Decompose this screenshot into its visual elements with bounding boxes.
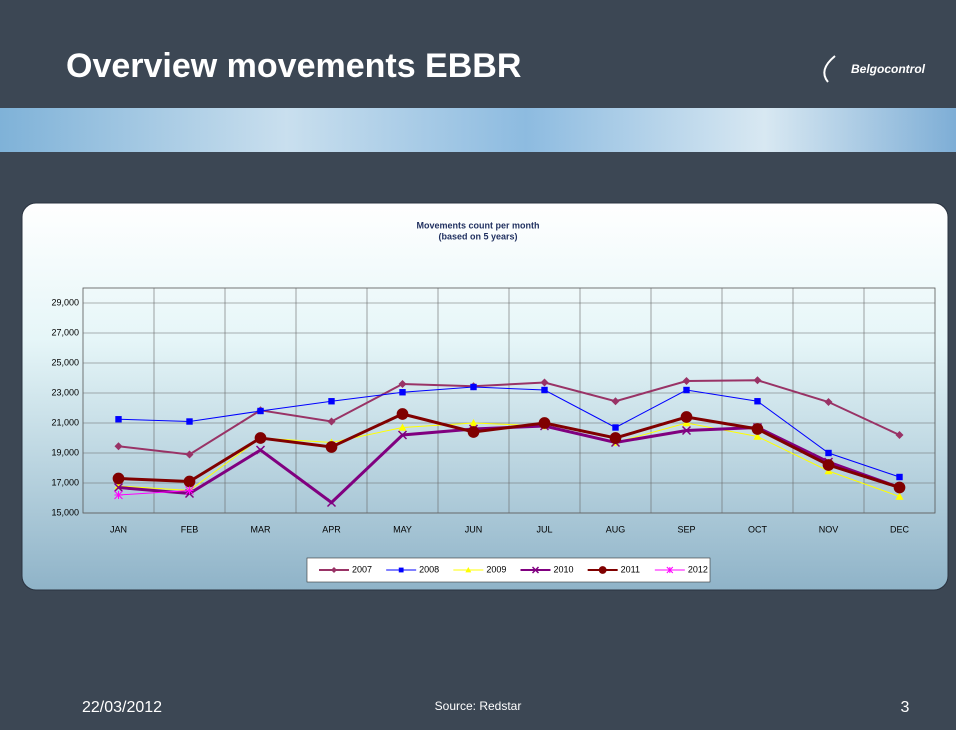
marker <box>599 566 607 574</box>
x-tick-label: JAN <box>110 524 127 534</box>
point <box>255 432 267 444</box>
y-tick-label: 29,000 <box>51 297 79 307</box>
chart-title: Movements count per month <box>416 220 539 230</box>
y-tick-label: 19,000 <box>51 447 79 457</box>
x-tick-label: APR <box>322 524 341 534</box>
x-tick-label: FEB <box>181 524 199 534</box>
legend-label: 2008 <box>419 564 439 574</box>
x-tick-label: JUL <box>536 524 552 534</box>
y-tick-label: 23,000 <box>51 387 79 397</box>
x-tick-label: AUG <box>606 524 626 534</box>
point <box>186 418 192 424</box>
point <box>610 432 622 444</box>
point <box>754 398 760 404</box>
point <box>257 408 263 414</box>
point <box>825 450 831 456</box>
y-tick-label: 21,000 <box>51 417 79 427</box>
point <box>894 482 906 494</box>
legend-label: 2009 <box>486 564 506 574</box>
x-tick-label: NOV <box>819 524 839 534</box>
x-tick-label: MAY <box>393 524 412 534</box>
marker <box>667 567 673 573</box>
point <box>541 387 547 393</box>
point <box>752 423 764 435</box>
legend-label: 2007 <box>352 564 372 574</box>
point <box>681 411 693 423</box>
point <box>823 459 835 471</box>
legend-label: 2012 <box>688 564 708 574</box>
point <box>184 476 196 488</box>
point <box>115 416 121 422</box>
legend-label: 2010 <box>554 564 574 574</box>
point <box>328 398 334 404</box>
point <box>468 426 480 438</box>
x-tick-label: SEP <box>677 524 695 534</box>
y-tick-label: 25,000 <box>51 357 79 367</box>
y-tick-label: 15,000 <box>51 507 79 517</box>
slide: Overview movements EBBR Belgocontrol Mov… <box>0 0 956 725</box>
banner <box>0 108 956 152</box>
point <box>683 387 689 393</box>
logo: Belgocontrol <box>851 62 926 76</box>
date: 22/03/2012 <box>82 699 162 716</box>
point <box>470 384 476 390</box>
point <box>113 473 125 485</box>
x-tick-label: DEC <box>890 524 910 534</box>
y-tick-label: 17,000 <box>51 477 79 487</box>
point <box>896 474 902 480</box>
x-tick-label: OCT <box>748 524 768 534</box>
point <box>612 424 618 430</box>
point <box>186 487 194 495</box>
chart-subtitle: (based on 5 years) <box>438 231 517 241</box>
point <box>399 389 405 395</box>
y-tick-label: 27,000 <box>51 327 79 337</box>
legend-label: 2011 <box>621 564 640 574</box>
slide-title: Overview movements EBBR <box>66 47 521 85</box>
point <box>326 441 338 453</box>
marker <box>399 568 404 573</box>
point <box>115 491 123 499</box>
point <box>539 417 551 429</box>
x-tick-label: JUN <box>465 524 483 534</box>
page-number: 3 <box>901 699 910 716</box>
source: Source: Redstar <box>435 699 522 713</box>
point <box>397 408 409 420</box>
x-tick-label: MAR <box>251 524 272 534</box>
